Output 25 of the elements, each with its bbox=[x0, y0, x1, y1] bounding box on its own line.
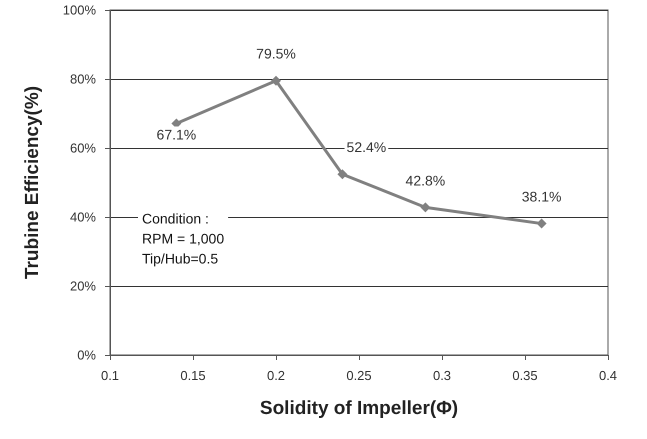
point bbox=[420, 202, 430, 212]
y-tick-label: 100% bbox=[62, 2, 96, 18]
data-label: 42.8% bbox=[406, 172, 446, 188]
point bbox=[536, 218, 547, 229]
data-label: 38.1% bbox=[522, 188, 562, 205]
annotation: Condition : RPM = 1,000 Tip/Hub=0.5 bbox=[142, 210, 224, 267]
y-tick-label: 60% bbox=[70, 140, 96, 156]
x-tick-label: 0.1 bbox=[100, 368, 120, 383]
x-tick-label: 0.3 bbox=[432, 368, 452, 383]
x-tick-label: 0.25 bbox=[346, 368, 372, 383]
data-label: 52.4% bbox=[346, 139, 386, 156]
y-tick-label: 40% bbox=[70, 210, 96, 224]
x-tick-label: 0.2 bbox=[266, 368, 286, 383]
y-tick-label: 80% bbox=[70, 72, 96, 86]
data-label: 67.1% bbox=[156, 126, 196, 143]
point bbox=[271, 76, 281, 86]
y-tick-label: 0% bbox=[77, 348, 96, 362]
data-label: 79.5% bbox=[256, 46, 296, 62]
x-tick-label: 0.4 bbox=[598, 368, 618, 383]
y-axis-title: Trubine Efficiency(%) bbox=[22, 86, 43, 280]
x-tick-label: 0.35 bbox=[512, 368, 538, 383]
x-axis-title: Solidity of Impeller(Φ) bbox=[260, 398, 458, 419]
y-tick-label: 20% bbox=[70, 278, 96, 294]
x-tick-label: 0.15 bbox=[180, 368, 206, 383]
point bbox=[337, 169, 348, 180]
